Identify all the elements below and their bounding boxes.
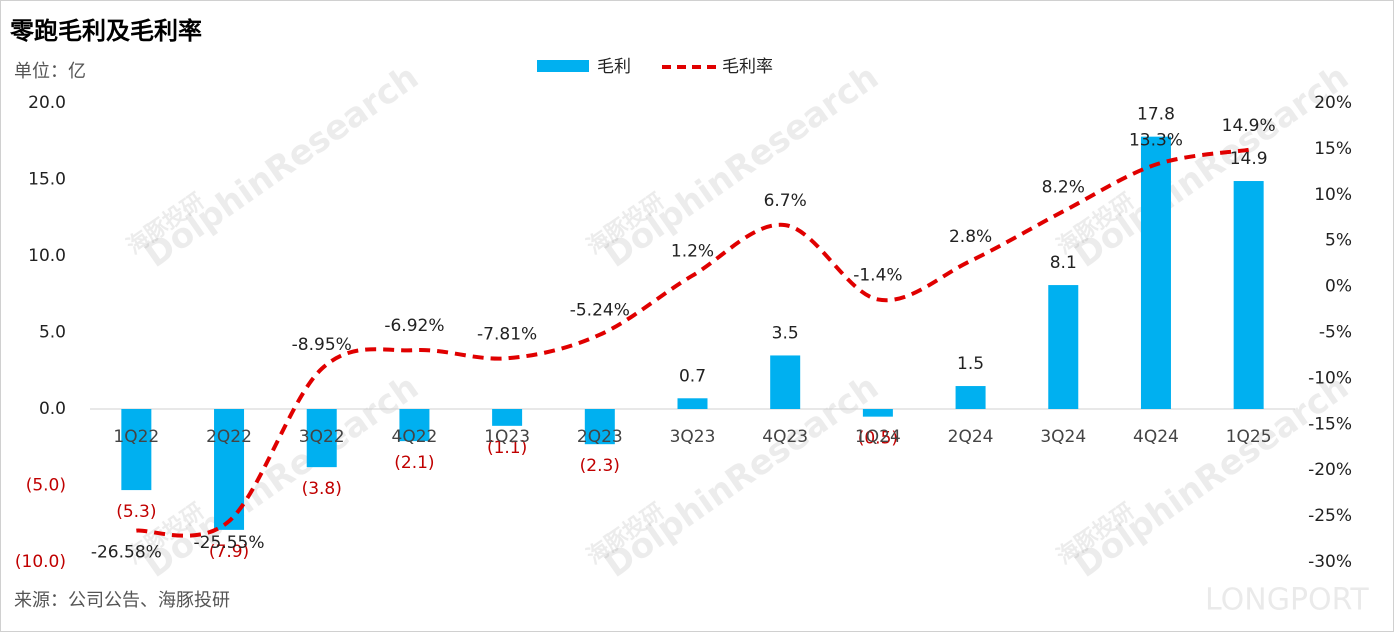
bar [955, 386, 986, 409]
x-tick-label: 3Q24 [1040, 427, 1086, 447]
bar-value-label: (2.1) [394, 453, 434, 473]
bar-value-label: (2.3) [580, 456, 620, 476]
bar-value-label: 3.5 [772, 323, 799, 343]
line-value-label: 1.2% [671, 242, 714, 262]
y2-tick-label: 15% [1314, 139, 1352, 159]
bar-value-label: (1.1) [487, 438, 527, 458]
x-tick-label: 1Q25 [1226, 427, 1272, 447]
bar-value-label: 14.9 [1230, 149, 1268, 169]
bar-value-label: 1.5 [957, 354, 984, 374]
bar [862, 409, 893, 417]
y-tick-label: (10.0) [15, 552, 66, 572]
bar [677, 398, 708, 409]
y-tick-label: 15.0 [28, 170, 66, 190]
x-tick-label: 4Q23 [762, 427, 808, 447]
bar [306, 409, 337, 468]
bar [770, 355, 801, 409]
x-tick-label: 2Q23 [577, 427, 623, 447]
y-tick-label: 5.0 [39, 323, 66, 343]
y2-tick-label: -10% [1308, 368, 1352, 388]
legend-swatch-bar [537, 60, 589, 72]
y-axis-unit: 单位：亿 [14, 61, 86, 82]
x-tick-label: 4Q24 [1133, 427, 1179, 447]
line-value-label: -25.55% [194, 533, 265, 553]
bar-value-label: 8.1 [1050, 253, 1077, 273]
legend-label: 毛利 [597, 57, 631, 77]
y2-tick-label: -5% [1319, 323, 1352, 343]
line-value-label: 8.2% [1042, 177, 1085, 197]
bar-value-label: (7.9) [209, 542, 249, 562]
x-tick-label: 3Q23 [670, 427, 716, 447]
bar [399, 409, 430, 442]
y2-tick-label: 5% [1325, 231, 1352, 251]
line-value-label: -26.58% [91, 543, 162, 563]
line-value-label: 6.7% [764, 191, 807, 211]
source: 来源：公司公告、海豚投研 [14, 590, 230, 611]
x-tick-label: 3Q22 [299, 427, 345, 447]
line-value-label: -1.4% [853, 265, 902, 285]
line-value-label: 2.8% [949, 227, 992, 247]
y-tick-label: 0.0 [39, 399, 66, 419]
x-tick-label: 1Q22 [113, 427, 159, 447]
y2-tick-label: -25% [1308, 506, 1352, 526]
bar-value-label: (5.3) [116, 502, 156, 522]
line-value-label: 14.9% [1222, 116, 1276, 136]
y-tick-label: 10.0 [28, 246, 66, 266]
x-tick-label: 1Q24 [855, 427, 901, 447]
bar [121, 409, 152, 491]
y2-tick-label: -20% [1308, 460, 1352, 480]
bar-value-label: 0.7 [679, 366, 706, 386]
bar [1140, 136, 1171, 409]
line-value-label: -7.81% [477, 324, 537, 344]
chart-title: 零跑毛利及毛利率 [9, 17, 202, 45]
bar [1233, 181, 1264, 409]
logo: LONGPORT [1205, 583, 1369, 618]
line-value-label: -8.95% [292, 335, 352, 355]
y-tick-label: 20.0 [28, 93, 66, 113]
y2-tick-label: -15% [1308, 414, 1352, 434]
line-value-label: 13.3% [1129, 131, 1183, 151]
x-tick-label: 4Q22 [392, 427, 438, 447]
bar [584, 409, 615, 445]
bar-value-label: 17.8 [1137, 105, 1175, 125]
y2-tick-label: 0% [1325, 277, 1352, 297]
bar-value-label: (0.5) [858, 429, 898, 449]
line [136, 147, 1249, 538]
bar-value-label: (3.8) [302, 479, 342, 499]
x-tick-label: 1Q23 [484, 427, 530, 447]
bar [492, 409, 523, 426]
legend-label: 毛利率 [722, 57, 773, 77]
line-value-label: -6.92% [384, 316, 444, 336]
x-tick-label: 2Q22 [206, 427, 252, 447]
x-tick-label: 2Q24 [948, 427, 994, 447]
bar [1048, 285, 1079, 409]
y2-tick-label: 20% [1314, 93, 1352, 113]
y2-tick-label: -30% [1308, 552, 1352, 572]
y-tick-label: (5.0) [26, 476, 66, 496]
y2-tick-label: 10% [1314, 185, 1352, 205]
line-value-label: -5.24% [570, 301, 630, 321]
